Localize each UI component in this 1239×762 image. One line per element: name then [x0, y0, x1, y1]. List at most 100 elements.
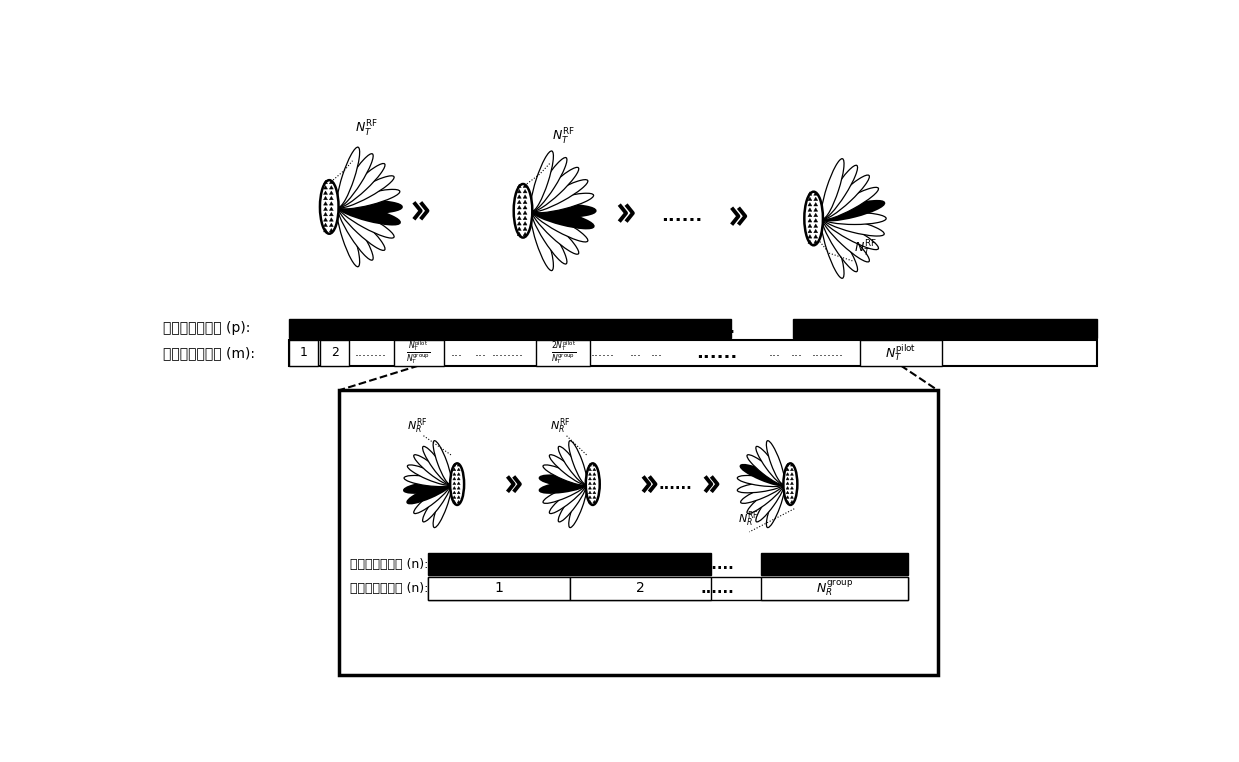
Polygon shape: [330, 218, 333, 221]
Text: ......: ......: [700, 581, 735, 596]
Polygon shape: [457, 477, 460, 480]
Polygon shape: [589, 501, 591, 503]
Polygon shape: [589, 463, 591, 466]
Text: $N_T^{\mathrm{RF}}$: $N_T^{\mathrm{RF}}$: [354, 119, 378, 139]
Polygon shape: [589, 472, 591, 475]
Polygon shape: [808, 203, 812, 206]
Polygon shape: [323, 197, 327, 200]
Text: 2: 2: [636, 581, 644, 595]
Polygon shape: [457, 491, 460, 494]
Ellipse shape: [533, 209, 593, 229]
Polygon shape: [814, 235, 818, 239]
Ellipse shape: [338, 207, 373, 260]
Text: ......: ......: [591, 347, 615, 360]
Ellipse shape: [737, 475, 783, 487]
Polygon shape: [523, 216, 527, 219]
Polygon shape: [323, 223, 327, 226]
Polygon shape: [452, 472, 456, 475]
Ellipse shape: [338, 206, 394, 238]
Ellipse shape: [823, 165, 857, 219]
Ellipse shape: [422, 484, 451, 522]
Ellipse shape: [434, 484, 451, 527]
Polygon shape: [814, 240, 818, 244]
Text: 接收端射频导频 (n):: 接收端射频导频 (n):: [351, 558, 429, 571]
Text: ......: ......: [662, 207, 703, 226]
Polygon shape: [330, 202, 333, 205]
Bar: [536, 340, 591, 366]
Ellipse shape: [767, 440, 784, 484]
Bar: [761, 553, 908, 575]
Text: 1: 1: [494, 581, 503, 595]
Text: ...: ...: [451, 347, 463, 360]
Polygon shape: [814, 197, 818, 200]
Ellipse shape: [783, 463, 798, 505]
Ellipse shape: [747, 484, 783, 514]
Ellipse shape: [532, 158, 567, 211]
Ellipse shape: [549, 484, 586, 514]
Bar: [427, 577, 570, 600]
Ellipse shape: [532, 210, 579, 255]
Polygon shape: [518, 227, 522, 230]
Polygon shape: [330, 223, 333, 226]
Polygon shape: [518, 195, 522, 198]
Polygon shape: [786, 463, 789, 466]
Polygon shape: [452, 463, 456, 466]
Ellipse shape: [532, 180, 587, 212]
Polygon shape: [523, 222, 527, 225]
Polygon shape: [452, 486, 456, 489]
Ellipse shape: [414, 455, 451, 485]
Polygon shape: [786, 486, 789, 489]
FancyBboxPatch shape: [339, 390, 938, 675]
Text: $N_T^{\mathrm{pilot}}$: $N_T^{\mathrm{pilot}}$: [885, 342, 917, 363]
Bar: [289, 340, 318, 366]
Bar: [427, 577, 908, 600]
Bar: [394, 340, 444, 366]
Polygon shape: [452, 468, 456, 471]
Polygon shape: [457, 463, 460, 466]
Polygon shape: [790, 491, 793, 494]
Bar: [289, 340, 1097, 366]
Polygon shape: [523, 227, 527, 230]
Polygon shape: [592, 472, 596, 475]
Bar: [793, 319, 1097, 338]
Polygon shape: [523, 190, 527, 193]
Ellipse shape: [450, 463, 465, 505]
Text: 发射端射频导频 (p):: 发射端射频导频 (p):: [162, 322, 250, 335]
Polygon shape: [323, 186, 327, 189]
Text: ........: ........: [492, 347, 524, 360]
Polygon shape: [330, 197, 333, 200]
Polygon shape: [592, 486, 596, 489]
Text: ...: ...: [629, 347, 642, 360]
Polygon shape: [518, 211, 522, 214]
Polygon shape: [518, 216, 522, 219]
Polygon shape: [589, 486, 591, 489]
Polygon shape: [786, 472, 789, 475]
Ellipse shape: [337, 207, 359, 267]
Text: 接收端基带导频 (n):: 接收端基带导频 (n):: [351, 581, 429, 594]
Polygon shape: [786, 491, 789, 494]
Ellipse shape: [823, 218, 878, 250]
Polygon shape: [786, 482, 789, 485]
Polygon shape: [457, 468, 460, 471]
Polygon shape: [786, 496, 789, 498]
Text: ...: ...: [790, 347, 803, 360]
Polygon shape: [330, 191, 333, 194]
Ellipse shape: [549, 455, 586, 485]
Ellipse shape: [338, 190, 400, 209]
Polygon shape: [814, 213, 818, 216]
Ellipse shape: [338, 201, 401, 213]
Text: ......: ......: [695, 319, 736, 338]
Polygon shape: [457, 472, 460, 475]
Ellipse shape: [408, 483, 450, 504]
Text: $N_R^{\mathrm{RF}}$: $N_R^{\mathrm{RF}}$: [550, 417, 571, 437]
Polygon shape: [323, 218, 327, 221]
Polygon shape: [589, 477, 591, 480]
Polygon shape: [452, 482, 456, 485]
Polygon shape: [323, 202, 327, 205]
Ellipse shape: [404, 482, 450, 493]
Ellipse shape: [533, 205, 596, 217]
Ellipse shape: [532, 168, 579, 211]
Bar: [570, 577, 711, 600]
Ellipse shape: [586, 463, 600, 505]
Ellipse shape: [338, 164, 385, 207]
